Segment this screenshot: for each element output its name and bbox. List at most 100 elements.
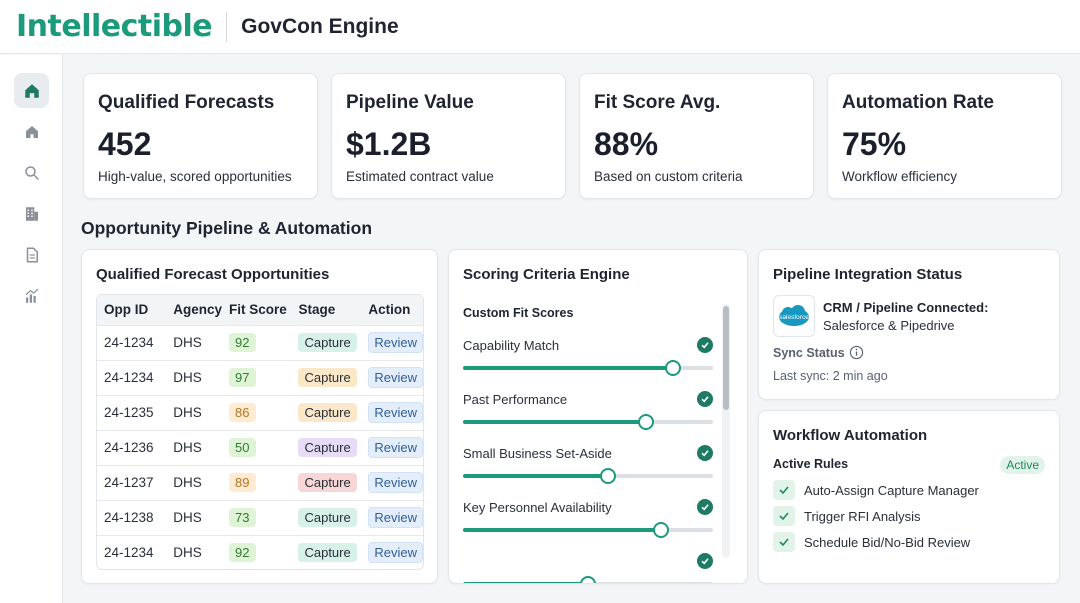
criteria-slider[interactable] <box>463 576 713 583</box>
cell-fit-score: 92 <box>222 535 291 569</box>
app-header: Intellectible GovCon Engine <box>0 0 1080 54</box>
table-row[interactable]: 24-1235 DHS 86 Capture Review <box>97 395 423 430</box>
sync-status-label: Sync Status <box>773 346 845 360</box>
slider-thumb[interactable] <box>600 468 616 484</box>
active-rules-label: Active Rules <box>773 457 849 471</box>
integration-panel: Pipeline Integration Status salesforce C… <box>758 249 1060 400</box>
brand-logo[interactable]: Intellectible <box>16 9 213 44</box>
review-button[interactable]: Review <box>368 367 423 388</box>
stage-badge: Capture <box>298 473 357 492</box>
cell-action: Review <box>361 325 423 360</box>
table-row[interactable]: 24-1238 DHS 73 Capture Review <box>97 500 423 535</box>
app-title: GovCon Engine <box>241 14 399 38</box>
sidebar-item-search[interactable] <box>14 155 49 190</box>
cell-fit-score: 92 <box>222 325 291 360</box>
cell-stage: Capture <box>291 360 361 395</box>
stat-label: Fit Score Avg. <box>594 92 721 113</box>
cell-agency: DHS <box>173 510 202 525</box>
cell-action: Review <box>361 500 423 535</box>
review-button[interactable]: Review <box>368 332 423 353</box>
cell-opp-id: 24-1234 <box>104 545 154 561</box>
review-button[interactable]: Review <box>368 507 423 528</box>
cell-stage: Capture <box>291 325 361 360</box>
slider-thumb[interactable] <box>580 576 596 583</box>
stat-subtext: High-value, scored opportunities <box>98 169 292 184</box>
column-header-action[interactable]: Action <box>368 302 411 318</box>
check-icon[interactable] <box>697 445 713 461</box>
review-button[interactable]: Review <box>368 472 423 493</box>
stage-badge: Capture <box>298 508 357 527</box>
check-icon[interactable] <box>697 499 713 515</box>
sidebar-item-documents[interactable] <box>14 237 49 272</box>
workflow-rule[interactable]: Trigger RFI Analysis <box>773 506 921 526</box>
workflow-rule[interactable]: Schedule Bid/No-Bid Review <box>773 532 970 552</box>
cell-agency: DHS <box>173 545 202 561</box>
panel-title: Qualified Forecast Opportunities <box>96 266 330 283</box>
info-icon[interactable] <box>849 345 864 360</box>
criteria-slider[interactable] <box>463 522 713 538</box>
slider-fill <box>463 474 608 478</box>
sidebar-item-dashboard[interactable] <box>14 73 49 108</box>
rule-label: Trigger RFI Analysis <box>804 508 921 524</box>
check-icon <box>773 506 795 526</box>
criteria-item: Key Personnel Availability <box>463 499 713 538</box>
column-header-opp-id[interactable]: Opp ID <box>104 302 149 318</box>
table-row[interactable]: 24-1234 DHS 97 Capture Review <box>97 360 423 395</box>
cell-action: Review <box>361 430 423 465</box>
review-button[interactable]: Review <box>368 437 423 458</box>
cell-action: Review <box>361 535 423 569</box>
sidebar-item-agencies[interactable] <box>14 196 49 231</box>
review-button[interactable]: Review <box>368 402 423 423</box>
table-row[interactable]: 24-1236 DHS 50 Capture Review <box>97 430 423 465</box>
table-row[interactable]: 24-1237 DHS 89 Capture Review <box>97 465 423 500</box>
house-icon <box>25 125 38 138</box>
chart-icon <box>25 288 38 303</box>
stage-badge: Capture <box>298 543 357 563</box>
panel-title: Pipeline Integration Status <box>773 266 963 283</box>
criteria-slider[interactable] <box>463 414 713 430</box>
slider-thumb[interactable] <box>665 360 681 376</box>
panel-title: Workflow Automation <box>773 427 928 444</box>
column-header-agency[interactable]: Agency <box>173 302 223 318</box>
check-icon <box>773 480 795 500</box>
stat-label: Automation Rate <box>842 92 994 113</box>
slider-thumb[interactable] <box>652 522 669 538</box>
home-icon <box>24 83 39 98</box>
review-button[interactable]: Review <box>368 542 423 564</box>
forecast-table: Opp ID Agency Fit Score Stage Action 24-… <box>96 294 424 570</box>
cell-opp-id: 24-1234 <box>104 370 154 385</box>
cell-stage: Capture <box>291 500 361 535</box>
scoring-subtitle: Custom Fit Scores <box>463 306 574 320</box>
column-header-fit-score[interactable]: Fit Score <box>229 302 287 318</box>
check-icon[interactable] <box>697 337 713 353</box>
cell-agency: DHS <box>173 370 202 385</box>
cell-agency: DHS <box>173 475 202 490</box>
sidebar-item-home[interactable] <box>14 114 49 149</box>
cell-opp-id: 24-1238 <box>104 510 154 525</box>
scoring-panel: Scoring Criteria Engine Custom Fit Score… <box>448 249 748 584</box>
criteria-slider[interactable] <box>463 468 713 484</box>
fit-score-badge: 86 <box>229 403 256 422</box>
salesforce-logo-text: salesforce <box>779 314 809 321</box>
check-icon[interactable] <box>697 553 713 569</box>
cell-opp-id: 24-1234 <box>104 335 154 350</box>
criteria-item: Past Performance <box>463 391 713 430</box>
scrollbar-thumb[interactable] <box>723 306 729 410</box>
cell-stage: Capture <box>291 430 361 465</box>
criteria-slider[interactable] <box>463 360 713 376</box>
salesforce-logo: salesforce <box>773 295 815 337</box>
search-icon <box>24 165 39 180</box>
slider-thumb[interactable] <box>637 414 654 430</box>
scoring-scrollbar[interactable] <box>722 304 730 558</box>
stat-card-qualified-forecasts: Qualified Forecasts 452 High-value, scor… <box>83 73 318 199</box>
table-row[interactable]: 24-1234 DHS 92 Capture Review <box>97 535 423 569</box>
cell-stage: Capture <box>291 465 361 500</box>
workflow-rule[interactable]: Auto-Assign Capture Manager <box>773 480 979 500</box>
cell-fit-score: 86 <box>222 395 291 430</box>
criteria-label: Key Personnel Availability <box>463 500 612 515</box>
check-icon[interactable] <box>697 391 713 407</box>
status-badge: Active <box>1000 456 1045 474</box>
table-row[interactable]: 24-1234 DHS 92 Capture Review <box>97 325 423 360</box>
sidebar-item-analytics[interactable] <box>14 278 49 313</box>
column-header-stage[interactable]: Stage <box>298 302 336 318</box>
